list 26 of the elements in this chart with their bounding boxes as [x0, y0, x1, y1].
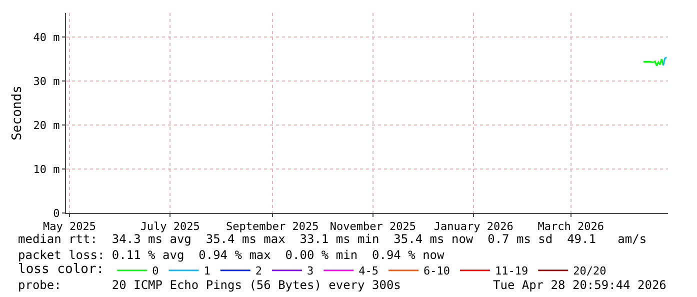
legend-label: 11-19 — [495, 264, 528, 278]
text: packet loss: 0.11 % avg 0.94 % max 0.00 % min 0.94 % now — [18, 248, 446, 262]
legend-title: loss color: — [18, 262, 104, 277]
legend-label: 2 — [255, 264, 262, 278]
y-tick-label: 30 m — [33, 74, 60, 88]
line-series — [642, 58, 664, 66]
y-tick-label: 20 m — [33, 118, 60, 132]
x-tick-label: May 2025 — [43, 220, 96, 234]
legend-label: 3 — [307, 264, 314, 278]
text: Tue Apr 28 20:59:44 2026 — [493, 278, 666, 292]
y-tick-label: 0 — [53, 206, 60, 220]
x-tick-label: July 2025 — [140, 220, 200, 234]
legend-label: 20/20 — [573, 264, 606, 278]
legend-label: 4-5 — [358, 264, 379, 278]
y-tick-label: 10 m — [33, 162, 60, 176]
legend-label: 0 — [152, 264, 159, 278]
x-tick-label: January 2026 — [434, 220, 514, 234]
text: median rtt: 34.3 ms avg 35.4 ms max 33.1 ms min 35.4 ms now 0.7 ms sd 49.1 am/s — [18, 232, 647, 246]
legend-label: 1 — [204, 264, 210, 278]
y-axis-title: Seconds — [10, 86, 26, 140]
x-tick-label: September 2025 — [226, 220, 319, 234]
text: probe: 20 ICMP Echo Pings (56 Bytes) every 300s — [18, 278, 401, 292]
x-tick-label: March 2026 — [538, 220, 604, 234]
legend-label: 6-10 — [424, 264, 450, 278]
y-tick-label: 40 m — [33, 31, 60, 44]
x-tick-label: November 2025 — [330, 220, 416, 234]
